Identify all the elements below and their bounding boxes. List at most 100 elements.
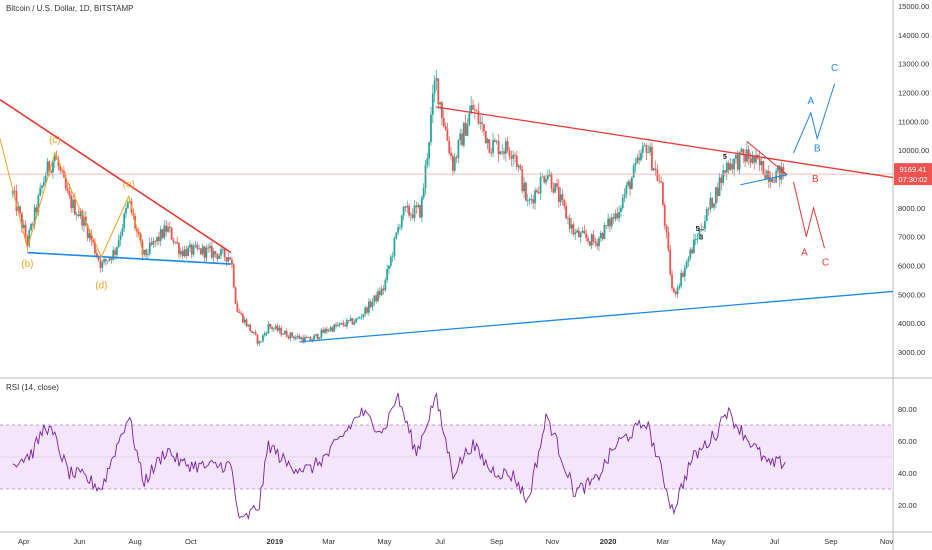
projection-label-A-blue: A <box>807 96 814 107</box>
candle-body <box>457 140 460 159</box>
candle-body <box>377 291 379 302</box>
rsi-tick-label: 20.00 <box>898 501 917 510</box>
candle-body <box>333 324 336 332</box>
candle-body <box>495 141 498 142</box>
candle-body <box>178 243 180 255</box>
candle-body <box>31 223 34 225</box>
candle-body <box>526 200 529 202</box>
candle-body <box>196 244 199 249</box>
candle-body <box>492 140 494 154</box>
candle-body <box>680 272 683 287</box>
candle-body <box>81 210 84 226</box>
time-tick-label: Apr <box>18 537 30 546</box>
candle-body <box>724 170 726 173</box>
candle-body <box>751 155 754 163</box>
candle-body <box>157 236 160 241</box>
candle-body <box>705 208 708 222</box>
time-tick-label: 2019 <box>266 537 283 546</box>
candle-body <box>353 322 356 325</box>
candle-body <box>647 152 650 153</box>
candle-body <box>349 318 352 321</box>
candle-body <box>287 336 290 339</box>
candle-body <box>632 165 635 178</box>
candle-body <box>399 227 401 229</box>
candle-body <box>285 330 288 337</box>
candle-body <box>512 154 515 159</box>
candle-body <box>718 177 721 197</box>
candle-body <box>300 337 303 340</box>
candle-body <box>70 195 73 209</box>
candle-body <box>439 102 442 105</box>
candle-body <box>94 242 96 254</box>
price-tick-label: 11000.00 <box>898 117 929 126</box>
candle-body <box>669 249 672 275</box>
candle-body <box>464 122 467 136</box>
candle-body <box>201 246 204 255</box>
candle-body <box>152 240 155 245</box>
time-tick-label: Sep <box>824 537 837 546</box>
candle-body <box>596 242 599 247</box>
candle-body <box>137 231 140 234</box>
candle-body <box>733 158 736 170</box>
candle-body <box>444 126 447 130</box>
candle-body <box>574 232 577 235</box>
candle-body <box>267 324 270 334</box>
candle-body <box>408 205 410 216</box>
candle-body <box>315 334 317 336</box>
candle-body <box>629 181 631 190</box>
candle-body <box>753 155 756 163</box>
candle-body <box>468 113 471 125</box>
candle-body <box>44 175 47 182</box>
candle-body <box>291 332 294 337</box>
time-tick-label: Jul <box>770 537 780 546</box>
candle-body <box>409 214 412 216</box>
candle-body <box>223 248 226 258</box>
candle-body <box>662 182 664 205</box>
candle-body <box>616 213 619 219</box>
candle-body <box>105 258 107 261</box>
candle-body <box>371 301 374 307</box>
candle-body <box>234 287 237 305</box>
projection-label-B-red: B <box>812 174 819 185</box>
candle-body <box>318 337 321 339</box>
candle-body <box>614 213 617 219</box>
candle-body <box>296 335 299 338</box>
candle-body <box>13 190 16 192</box>
rsi-label: RSI (14, close) <box>6 383 59 392</box>
candle-body <box>320 329 323 338</box>
candle-body <box>727 162 730 170</box>
candle-body <box>22 224 25 229</box>
rsi-line <box>12 391 786 521</box>
candle-body <box>780 167 783 180</box>
projection-label-C-red: C <box>822 258 829 269</box>
candle-body <box>327 330 330 332</box>
candle-body <box>678 286 681 288</box>
candle-body <box>707 208 710 210</box>
candle-body <box>336 325 339 327</box>
candle-body <box>39 188 42 196</box>
trendline-red-2019 <box>435 106 894 179</box>
candle-body <box>97 256 100 261</box>
candle-body <box>241 313 244 323</box>
candle-body <box>545 179 547 183</box>
candle-body <box>466 124 469 136</box>
candle-body <box>227 257 230 262</box>
candle-body <box>236 304 239 313</box>
candle-body <box>50 171 53 173</box>
candle-body <box>609 218 611 227</box>
candle-body <box>640 152 642 161</box>
candle-body <box>338 323 341 326</box>
candle-body <box>28 230 31 246</box>
candle-body <box>656 169 659 181</box>
candle-body <box>11 190 14 194</box>
candle-body <box>643 145 646 146</box>
rsi-band <box>0 424 893 490</box>
candle-body <box>720 177 723 184</box>
candle-body <box>369 301 372 307</box>
candle-body <box>145 249 147 256</box>
candle-body <box>163 225 166 238</box>
candle-body <box>17 206 20 212</box>
candle-body <box>231 259 233 265</box>
candle-body <box>607 218 610 226</box>
